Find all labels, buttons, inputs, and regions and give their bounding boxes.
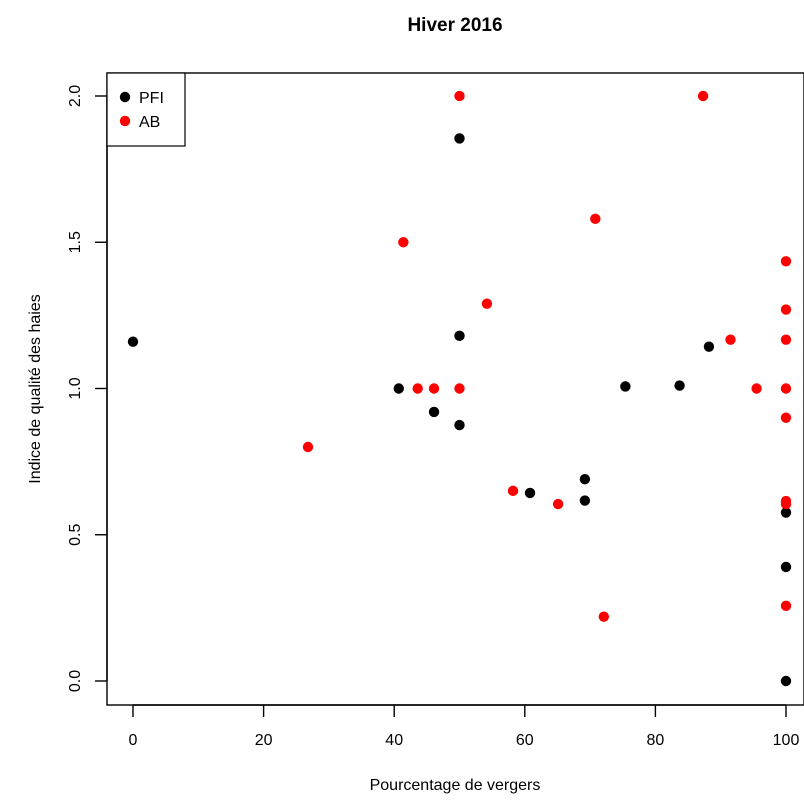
point-ab	[552, 498, 564, 510]
y-tick-label: 1.0	[67, 377, 84, 399]
point-pfi	[428, 406, 440, 418]
point-pfi	[127, 336, 139, 347]
x-tick-label: 60	[516, 732, 534, 749]
point-ab	[454, 383, 465, 394]
point-ab	[780, 412, 792, 423]
legend: PFI AB	[106, 72, 186, 147]
legend-box	[106, 72, 186, 147]
legend-marker-pfi	[119, 91, 131, 103]
point-pfi	[780, 561, 792, 573]
point-pfi	[780, 507, 792, 518]
point-ab	[780, 334, 792, 345]
x-tick-label: 0	[129, 732, 138, 749]
point-pfi	[674, 380, 685, 391]
point-ab	[412, 383, 423, 394]
point-ab	[598, 611, 610, 622]
data-points	[127, 90, 792, 687]
y-tick-label: 2.0	[67, 85, 84, 107]
point-pfi	[454, 419, 465, 431]
point-ab	[780, 256, 792, 267]
x-axis-label: Pourcentage de vergers	[370, 777, 541, 794]
point-ab	[428, 383, 440, 394]
x-tick-label: 20	[255, 732, 273, 749]
point-ab	[697, 90, 709, 102]
chart-title: Hiver 2016	[407, 15, 502, 36]
y-axis: 0.0 0.5 1.0 1.5 2.0	[67, 85, 108, 692]
point-ab	[780, 600, 792, 612]
point-pfi	[393, 383, 404, 394]
point-ab	[302, 441, 314, 453]
point-ab	[780, 304, 792, 315]
x-tick-label: 80	[647, 732, 665, 749]
point-ab	[780, 498, 792, 510]
point-pfi	[579, 473, 591, 485]
legend-label-pfi: PFI	[139, 90, 164, 107]
point-ab	[507, 485, 519, 497]
y-tick-label: 1.5	[67, 231, 84, 253]
x-tick-label: 100	[773, 732, 800, 749]
point-ab	[725, 334, 736, 345]
point-pfi	[454, 133, 465, 144]
point-pfi	[524, 487, 536, 499]
x-tick-label: 40	[385, 732, 403, 749]
point-pfi	[579, 495, 591, 506]
point-ab	[481, 298, 493, 309]
y-tick-label: 0.5	[67, 524, 84, 546]
point-ab	[780, 383, 792, 394]
legend-marker-ab	[119, 115, 131, 127]
point-pfi	[454, 330, 465, 342]
y-tick-label: 0.0	[67, 670, 84, 692]
point-ab	[590, 213, 601, 225]
point-pfi	[620, 381, 631, 392]
point-ab	[398, 237, 409, 248]
y-axis-label: Indice de qualité des haies	[27, 294, 44, 483]
legend-label-ab: AB	[139, 114, 160, 131]
x-axis: 0 20 40 60 80 100	[129, 704, 800, 749]
point-ab	[751, 383, 762, 394]
point-ab	[454, 90, 465, 102]
point-pfi	[703, 341, 715, 352]
point-pfi	[780, 675, 792, 687]
